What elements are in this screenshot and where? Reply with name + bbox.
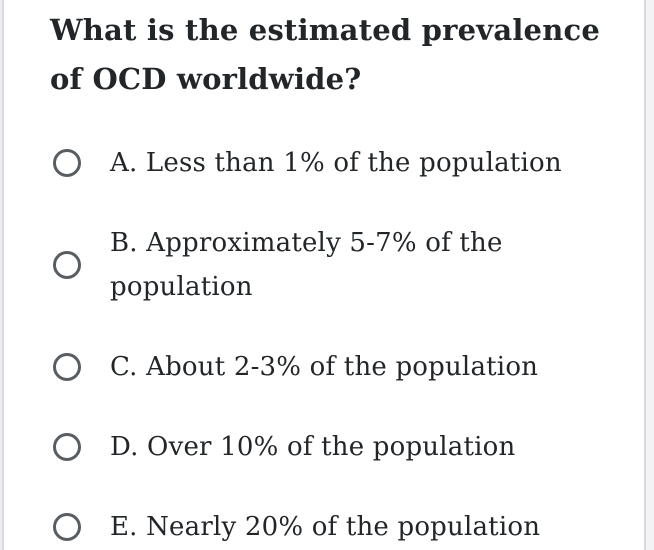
option-row-b[interactable]: B. Approximately 5-7% of the population (4, 221, 644, 309)
option-label-d[interactable]: D. Over 10% of the population (110, 432, 516, 462)
option-row-c[interactable]: C. About 2-3% of the population (4, 345, 644, 389)
option-label-b[interactable]: B. Approximately 5-7% of the population (110, 228, 503, 302)
options-list: A. Less than 1% of the population B. App… (4, 141, 644, 549)
radio-button-icon[interactable] (53, 513, 81, 541)
option-row-d[interactable]: D. Over 10% of the population (4, 425, 644, 469)
left-gutter (0, 0, 2, 550)
card-left-border (2, 0, 4, 550)
radio-button-icon[interactable] (53, 149, 81, 177)
radio-button-icon[interactable] (53, 353, 81, 381)
option-row-a[interactable]: A. Less than 1% of the population (4, 141, 644, 185)
radio-button-icon[interactable] (53, 251, 81, 279)
question-text: What is the estimated prevalence of OCD … (50, 13, 600, 96)
radio-button-icon[interactable] (53, 433, 81, 461)
card-right-border (644, 0, 646, 550)
right-gutter (646, 0, 654, 550)
option-label-a[interactable]: A. Less than 1% of the population (110, 148, 562, 178)
option-label-e[interactable]: E. Nearly 20% of the population (110, 512, 541, 542)
question-card: What is the estimated prevalence of OCD … (4, 0, 644, 550)
option-label-c[interactable]: C. About 2-3% of the population (110, 352, 539, 382)
option-row-e[interactable]: E. Nearly 20% of the population (4, 505, 644, 549)
